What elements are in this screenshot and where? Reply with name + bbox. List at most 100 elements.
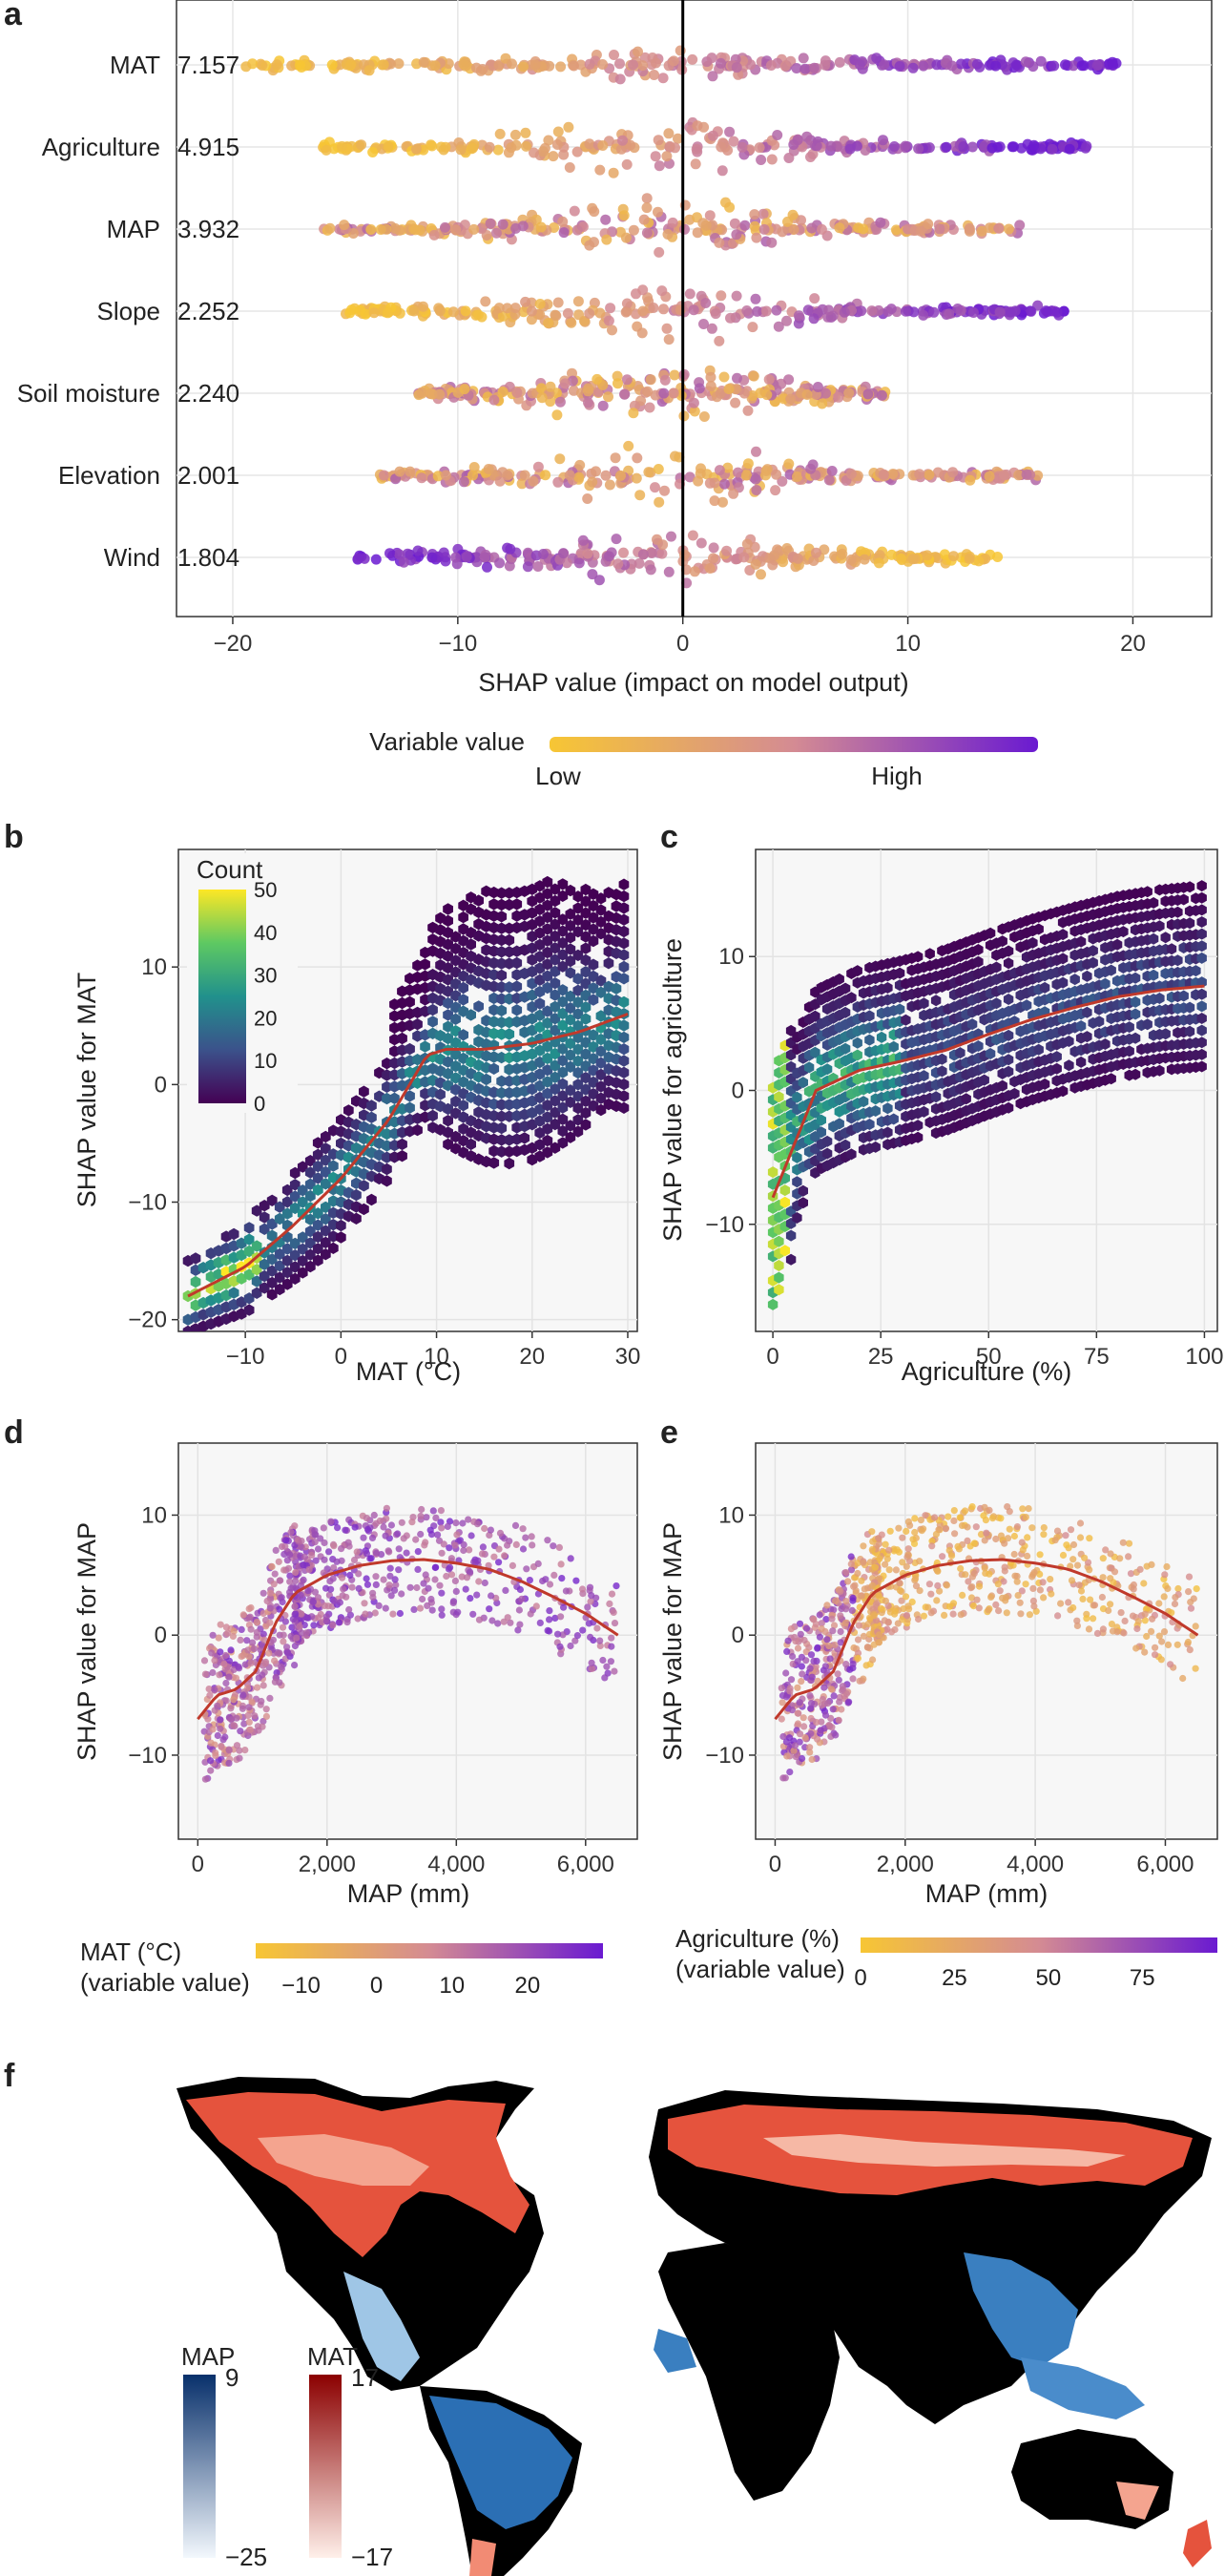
beeswarm-point	[698, 411, 710, 422]
beeswarm-point	[658, 304, 669, 315]
beeswarm-point	[695, 468, 706, 479]
hexbin-cell	[846, 1148, 857, 1161]
beeswarm-point	[777, 475, 788, 487]
beeswarm-point	[548, 151, 559, 162]
beeswarm-point	[587, 569, 598, 580]
hexbin-cell	[405, 1101, 415, 1114]
scatter-point	[424, 1602, 431, 1609]
scatter-point	[309, 1598, 317, 1606]
beeswarm-point	[577, 534, 589, 546]
feature-importance: 2.252	[177, 297, 239, 325]
scatter-point	[898, 1597, 905, 1604]
beeswarm-point	[856, 546, 867, 557]
hexbin-cell	[618, 913, 630, 926]
beeswarm-point	[802, 304, 814, 316]
beeswarm-point	[1064, 143, 1075, 155]
beeswarm-point	[875, 217, 886, 228]
beeswarm-point	[783, 153, 795, 163]
scatter-point	[417, 1530, 425, 1539]
scatter-point	[262, 1712, 270, 1720]
hexbin-cell	[1196, 1060, 1207, 1073]
beeswarm-point	[628, 59, 638, 71]
beeswarm-point	[752, 305, 763, 317]
beeswarm-point	[777, 226, 788, 238]
scatter-point	[1059, 1551, 1068, 1560]
scatter-point	[1069, 1540, 1078, 1549]
hexbin-cell	[496, 1134, 508, 1146]
hexbin-cell	[1021, 999, 1032, 1012]
hexbin-cell	[496, 922, 508, 934]
beeswarm-point	[879, 59, 890, 71]
y-axis-title: SHAP value for agriculture	[658, 938, 687, 1242]
beeswarm-point	[718, 478, 730, 490]
beeswarm-point	[619, 388, 631, 400]
hexbin-cell	[359, 1109, 369, 1121]
beeswarm-point	[608, 167, 619, 178]
hexbin-cell	[937, 1065, 947, 1078]
hexbin-cell	[1033, 923, 1044, 935]
scatter-point	[255, 1674, 262, 1682]
beeswarm-point	[488, 394, 500, 406]
x-tick-label: 0	[766, 1344, 779, 1370]
scatter-point	[372, 1519, 380, 1527]
scatter-point	[291, 1642, 299, 1650]
beeswarm-point	[326, 59, 338, 71]
scatter-point	[836, 1698, 843, 1706]
feature-importance: 1.804	[177, 543, 239, 572]
beeswarm-point	[716, 141, 727, 153]
scatter-point	[1185, 1588, 1193, 1596]
beeswarm-point	[654, 160, 665, 172]
scatter-point	[1174, 1584, 1182, 1593]
beeswarm-point	[573, 557, 585, 569]
y-tick-label: −10	[128, 1743, 167, 1769]
beeswarm-point	[543, 318, 554, 328]
beeswarm-point	[562, 307, 573, 319]
scatter-point	[292, 1610, 300, 1618]
beeswarm-point	[518, 61, 529, 73]
beeswarm-point	[584, 58, 595, 70]
beeswarm-point	[612, 378, 623, 389]
beeswarm-point	[628, 224, 639, 236]
scatter-point	[587, 1633, 594, 1641]
beeswarm-point	[522, 561, 533, 573]
scatter-point	[325, 1548, 333, 1556]
hexbin-cell	[966, 1018, 978, 1031]
beeswarm-point	[383, 141, 394, 152]
hexbin-cell	[774, 1260, 784, 1271]
beeswarm-point	[792, 471, 802, 482]
hexbin-cell	[588, 994, 599, 1006]
beeswarm-point	[801, 389, 813, 400]
scatter-point	[248, 1698, 256, 1706]
scatter-point	[1057, 1600, 1065, 1607]
feature-importance: 2.001	[177, 461, 239, 490]
beeswarm-point	[621, 158, 633, 170]
beeswarm-point	[887, 469, 899, 480]
scatter-point	[610, 1608, 617, 1616]
hexbin-cell	[991, 961, 1002, 974]
beeswarm-point	[1081, 140, 1092, 152]
hexbin-cell	[618, 937, 630, 950]
scatter-point	[452, 1587, 460, 1595]
panel-e-gridlines	[756, 1443, 1217, 1839]
scatter-point	[465, 1516, 472, 1523]
scatter-point	[608, 1643, 615, 1650]
beeswarm-point	[817, 398, 828, 409]
beeswarm-point	[286, 60, 298, 72]
beeswarm-point	[355, 304, 366, 316]
hexbin-cell	[496, 1121, 508, 1135]
hexbin-cell	[1082, 1006, 1092, 1018]
hexbin-cell	[405, 1042, 415, 1056]
beeswarm-point	[769, 550, 779, 561]
beeswarm-point	[761, 389, 773, 401]
hexbin-cell	[1051, 1062, 1062, 1075]
hexbin-cell	[420, 1040, 430, 1053]
scatter-point	[235, 1663, 242, 1670]
beeswarm-point	[756, 569, 766, 580]
hexbin-cell	[816, 1126, 826, 1139]
beeswarm-point	[526, 314, 537, 325]
scatter-point	[438, 1589, 446, 1597]
scatter-point	[451, 1577, 459, 1584]
scatter-point	[458, 1573, 466, 1581]
beeswarm-point	[536, 383, 547, 394]
